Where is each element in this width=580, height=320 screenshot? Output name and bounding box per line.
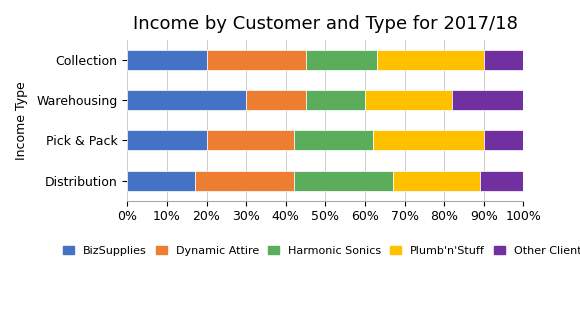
Bar: [393, 171, 480, 191]
Bar: [452, 90, 523, 110]
Bar: [127, 131, 206, 150]
Title: Income by Customer and Type for 2017/18: Income by Customer and Type for 2017/18: [133, 15, 518, 33]
Bar: [246, 90, 306, 110]
Bar: [484, 50, 523, 70]
Bar: [365, 90, 452, 110]
Bar: [127, 90, 246, 110]
Bar: [127, 50, 206, 70]
Bar: [484, 131, 523, 150]
Bar: [377, 50, 484, 70]
Bar: [306, 50, 377, 70]
Bar: [206, 50, 306, 70]
Bar: [127, 171, 195, 191]
Bar: [195, 171, 293, 191]
Bar: [306, 90, 365, 110]
Bar: [373, 131, 484, 150]
Bar: [480, 171, 523, 191]
Y-axis label: Income Type: Income Type: [15, 81, 28, 160]
Bar: [293, 171, 393, 191]
Bar: [206, 131, 293, 150]
Legend: BizSupplies, Dynamic Attire, Harmonic Sonics, Plumb'n'Stuff, Other Clients: BizSupplies, Dynamic Attire, Harmonic So…: [59, 242, 580, 260]
Bar: [293, 131, 373, 150]
